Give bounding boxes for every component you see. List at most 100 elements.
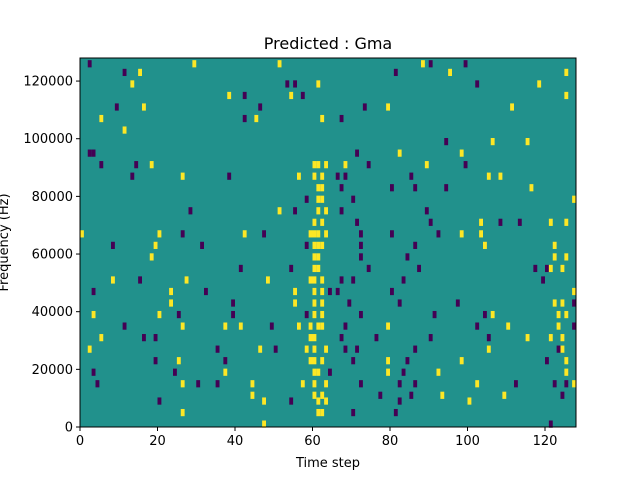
heatmap-cell bbox=[91, 287, 96, 296]
heatmap-cell bbox=[250, 380, 255, 388]
heatmap-cell bbox=[289, 264, 294, 273]
heatmap-cell bbox=[180, 322, 185, 330]
heatmap-cell bbox=[397, 149, 402, 157]
heatmap-cell bbox=[355, 218, 359, 226]
heatmap-cell bbox=[529, 184, 534, 192]
heatmap-cell bbox=[316, 230, 321, 238]
heatmap-cell bbox=[312, 345, 317, 353]
heatmap-cell bbox=[517, 218, 522, 226]
heatmap-cell bbox=[479, 230, 483, 238]
heatmap-cell bbox=[475, 380, 480, 388]
heatmap-cell bbox=[312, 368, 317, 376]
heatmap-cell bbox=[320, 218, 325, 226]
heatmap-cell bbox=[231, 310, 235, 319]
heatmap-cell bbox=[339, 276, 344, 284]
x-tick-label: 100 bbox=[455, 434, 480, 449]
x-axis-ticks: 0 20 40 60 80 100 120 bbox=[76, 427, 557, 449]
heatmap-cell bbox=[316, 207, 321, 215]
heatmap-cell bbox=[506, 322, 511, 330]
heatmap-cell bbox=[316, 264, 321, 273]
heatmap-cell bbox=[91, 368, 96, 376]
heatmap-cell bbox=[122, 126, 127, 134]
heatmap-cell bbox=[564, 68, 569, 77]
heatmap-cell bbox=[560, 334, 565, 342]
heatmap-cell bbox=[312, 253, 317, 261]
heatmap-cell bbox=[541, 276, 545, 284]
heatmap-cell bbox=[312, 334, 317, 342]
y-tick-label: 40000 bbox=[32, 305, 73, 320]
heatmap-cell bbox=[312, 276, 317, 284]
heatmap-cell bbox=[169, 299, 173, 307]
chart-title: Predicted : Gma bbox=[264, 34, 392, 53]
heatmap-cell bbox=[316, 253, 321, 261]
heatmap-cell bbox=[99, 114, 104, 123]
heatmap-cell bbox=[200, 241, 204, 249]
heatmap-cell bbox=[308, 230, 313, 238]
heatmap-cell bbox=[386, 322, 390, 330]
heatmap-cell bbox=[238, 322, 243, 330]
heatmap-cell bbox=[316, 161, 321, 169]
heatmap-cell bbox=[564, 380, 569, 388]
heatmap-cell bbox=[486, 345, 491, 353]
heatmap-cell bbox=[242, 114, 247, 123]
heatmap-cell bbox=[99, 334, 104, 342]
heatmap-cell bbox=[510, 103, 514, 111]
heatmap-cell bbox=[556, 322, 561, 330]
heatmap-cell bbox=[320, 184, 325, 192]
heatmap-cell bbox=[320, 195, 325, 203]
heatmap-cell bbox=[413, 184, 418, 192]
heatmap-cell bbox=[312, 218, 317, 226]
heatmap-cell bbox=[262, 230, 266, 238]
heatmap-cell bbox=[564, 91, 569, 100]
heatmap-cell bbox=[552, 241, 557, 249]
heatmap-cell bbox=[448, 68, 452, 77]
heatmap-cell bbox=[455, 299, 460, 307]
heatmap-cell bbox=[401, 276, 406, 284]
heatmap-cell bbox=[355, 149, 359, 157]
plot-background bbox=[80, 58, 576, 427]
heatmap-cell bbox=[312, 357, 317, 365]
x-tick-label: 40 bbox=[227, 434, 244, 449]
heatmap-cell bbox=[262, 397, 266, 405]
heatmap-cell bbox=[564, 218, 569, 226]
heatmap-cell bbox=[560, 299, 565, 307]
heatmap-cell bbox=[351, 276, 356, 284]
heatmap-cell bbox=[250, 391, 255, 399]
heatmap-cell bbox=[548, 264, 553, 273]
heatmap-cell bbox=[483, 310, 487, 319]
heatmap-cell bbox=[262, 420, 266, 428]
heatmap-cell bbox=[316, 195, 321, 203]
heatmap-cell bbox=[428, 60, 433, 68]
heatmap-cell bbox=[498, 218, 503, 226]
heatmap-cell bbox=[192, 60, 197, 68]
heatmap-cell bbox=[486, 172, 491, 180]
heatmap-cell bbox=[436, 368, 441, 376]
heatmap-cell bbox=[386, 368, 390, 376]
heatmap-cell bbox=[355, 345, 359, 353]
heatmap-cell bbox=[80, 230, 84, 238]
heatmap-cell bbox=[293, 287, 297, 296]
heatmap-cell bbox=[157, 230, 162, 238]
heatmap-cell bbox=[215, 380, 220, 388]
heatmap-cell bbox=[479, 218, 483, 226]
heatmap-cell bbox=[308, 357, 313, 365]
heatmap-cell bbox=[312, 172, 317, 180]
heatmap-cell bbox=[91, 310, 96, 319]
heatmap-cell bbox=[502, 391, 507, 399]
y-tick-label: 80000 bbox=[32, 190, 73, 205]
heatmap-cell bbox=[99, 161, 104, 169]
heatmap-cell bbox=[176, 357, 181, 365]
heatmap-cell bbox=[339, 207, 344, 215]
heatmap-cell bbox=[297, 322, 301, 330]
heatmap-cell bbox=[328, 368, 332, 376]
heatmap-cell bbox=[297, 172, 301, 180]
heatmap-cell bbox=[339, 334, 344, 342]
heatmap-cell bbox=[320, 299, 325, 307]
heatmap-cell bbox=[196, 380, 201, 388]
heatmap-cell bbox=[409, 391, 414, 399]
heatmap-cell bbox=[304, 241, 309, 249]
plot-area bbox=[79, 57, 577, 428]
heatmap-cell bbox=[304, 310, 309, 319]
heatmap-cell bbox=[111, 241, 115, 249]
